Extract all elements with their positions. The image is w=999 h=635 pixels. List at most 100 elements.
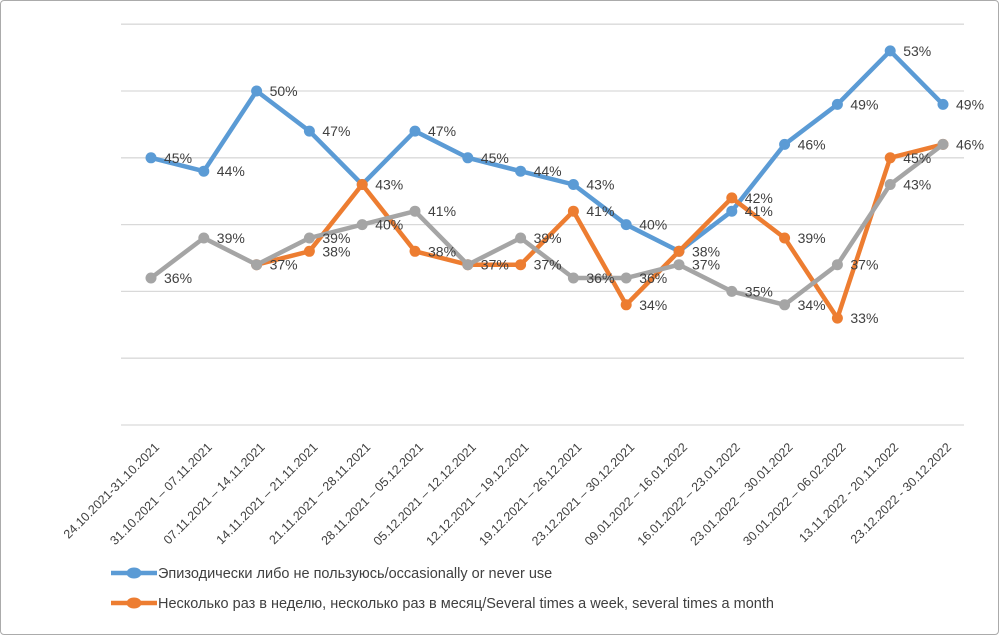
data-point[interactable] [884, 179, 896, 190]
data-point[interactable] [303, 125, 315, 137]
data-label: 43% [586, 177, 614, 193]
x-axis-label: 23.12.2022 - 30.12.2022 [848, 440, 954, 546]
data-label: 46% [956, 136, 984, 152]
x-axis-label: 30.01.2022 – 06.02.2022 [740, 440, 848, 548]
x-axis-label: 14.11.2021 – 21.11.2021 [214, 440, 321, 547]
data-label: 53% [903, 43, 931, 59]
data-point[interactable] [884, 45, 896, 57]
series-line-2[interactable] [148, 142, 946, 308]
data-point[interactable] [673, 259, 685, 271]
data-point[interactable] [409, 125, 421, 137]
data-point[interactable] [567, 205, 579, 217]
data-point[interactable] [831, 98, 843, 110]
data-point[interactable] [462, 152, 474, 164]
data-point[interactable] [779, 232, 791, 244]
data-label: 49% [850, 96, 878, 112]
data-point[interactable] [726, 192, 738, 204]
legend-label: Эпизодически либо не пользуюсь/occasiona… [158, 566, 552, 582]
data-point[interactable] [515, 259, 527, 271]
data-point[interactable] [251, 259, 263, 271]
x-axis-label: 07.11.2021 – 14.11.2021 [161, 440, 268, 547]
data-label: 41% [586, 203, 614, 219]
data-point[interactable] [567, 272, 579, 284]
data-label: 37% [481, 257, 509, 273]
x-axis-label: 05.12.2021 – 12.12.2021 [371, 440, 479, 548]
data-point[interactable] [937, 138, 949, 150]
data-label: 37% [270, 257, 298, 273]
data-label: 36% [586, 270, 614, 286]
data-point[interactable] [303, 245, 315, 257]
data-label: 49% [956, 96, 984, 112]
data-point[interactable] [673, 245, 685, 257]
data-labels: 45% 44% 50% 47% 43% 47% 45% 44% 43% 40% 38% 41% 46% 4… [164, 43, 984, 326]
data-label: 43% [903, 177, 931, 193]
data-label: 37% [692, 257, 720, 273]
data-point[interactable] [567, 179, 579, 190]
x-axis-label: 19.12.2021 – 26.12.2021 [476, 440, 584, 548]
data-label: 38% [322, 243, 350, 259]
data-label: 37% [534, 257, 562, 273]
x-axis-label: 24.10.2021-31.10.2021 [61, 440, 162, 541]
data-label: 39% [322, 230, 350, 246]
data-point[interactable] [620, 219, 632, 231]
data-label: 45% [903, 150, 931, 166]
data-label: 33% [850, 310, 878, 326]
data-point[interactable] [831, 312, 843, 324]
x-axis-label: 12.12.2021 – 19.12.2021 [424, 440, 532, 548]
x-axis-label: 09.01.2022 – 16.01.2022 [582, 440, 690, 548]
data-point[interactable] [515, 165, 527, 177]
data-label: 39% [217, 230, 245, 246]
data-label: 40% [639, 217, 667, 233]
series-line-0[interactable] [148, 48, 946, 254]
data-point[interactable] [198, 232, 210, 244]
data-label: 39% [534, 230, 562, 246]
data-point[interactable] [937, 98, 949, 110]
data-label: 35% [745, 283, 773, 299]
data-point[interactable] [620, 272, 632, 284]
data-point[interactable] [831, 259, 843, 271]
series-line-1[interactable] [254, 142, 946, 321]
data-point[interactable] [779, 299, 791, 311]
data-point[interactable] [198, 165, 210, 177]
data-label: 38% [692, 243, 720, 259]
data-point[interactable] [620, 299, 632, 311]
data-label: 47% [428, 123, 456, 139]
data-label: 50% [270, 83, 298, 99]
data-point[interactable] [251, 85, 263, 97]
data-point[interactable] [726, 205, 738, 217]
data-point[interactable] [356, 219, 368, 231]
series-lines [145, 45, 949, 324]
data-label: 41% [428, 203, 456, 219]
x-axis-label: 16.01.2022 – 23.01.2022 [635, 440, 743, 548]
data-label: 43% [375, 177, 403, 193]
data-point[interactable] [515, 232, 527, 244]
data-point[interactable] [779, 138, 791, 150]
legend-item-several-times[interactable]: Несколько раз в неделю, несколько раз в … [111, 596, 774, 612]
data-label: 45% [481, 150, 509, 166]
data-label: 40% [375, 217, 403, 233]
legend-item-occasionally[interactable]: Эпизодически либо не пользуюсь/occasiona… [111, 566, 552, 582]
data-point[interactable] [409, 245, 421, 257]
data-point[interactable] [726, 285, 738, 297]
data-point[interactable] [409, 205, 421, 217]
data-label: 39% [798, 230, 826, 246]
x-axis-label: 23.01.2022 – 30.01.2022 [688, 440, 796, 548]
gridlines [121, 23, 964, 426]
data-point[interactable] [145, 272, 157, 284]
data-point[interactable] [145, 152, 157, 164]
chart-legend: Эпизодически либо не пользуюсь/occasiona… [111, 566, 774, 612]
data-point[interactable] [462, 259, 474, 271]
data-label: 41% [745, 203, 773, 219]
data-point[interactable] [884, 152, 896, 164]
data-label: 44% [534, 163, 562, 179]
data-point[interactable] [356, 179, 368, 190]
data-label: 37% [850, 257, 878, 273]
data-label: 38% [428, 243, 456, 259]
x-axis-label: 13.11.2022 - 20.11.2022 [796, 440, 901, 545]
data-label: 34% [798, 297, 826, 313]
data-point[interactable] [303, 232, 315, 244]
data-label: 36% [639, 270, 667, 286]
